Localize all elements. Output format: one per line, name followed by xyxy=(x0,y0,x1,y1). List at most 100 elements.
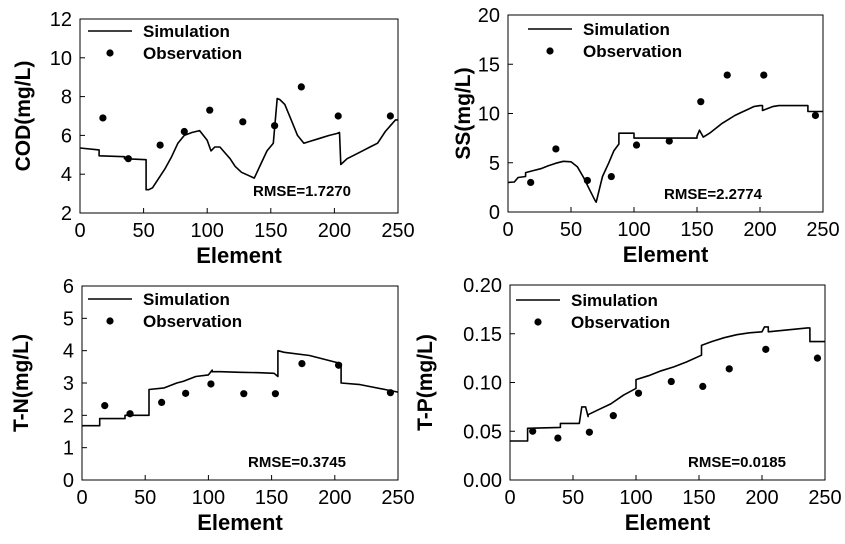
y-tick-label: 3 xyxy=(63,373,74,395)
x-tick-label: 100 xyxy=(619,487,652,509)
x-tick-label: 100 xyxy=(617,219,650,241)
y-tick-label: 15 xyxy=(478,54,500,76)
y-tick-label: 2 xyxy=(61,203,72,225)
y-tick-label: 5 xyxy=(489,153,500,175)
x-tick-label: 100 xyxy=(192,487,225,509)
y-tick-label: 4 xyxy=(63,341,74,363)
x-tick-label: 0 xyxy=(74,220,85,242)
x-tick-label: 250 xyxy=(806,219,839,241)
y-tick-label: 8 xyxy=(61,87,72,109)
legend-dot-symbol xyxy=(106,317,114,325)
y-axis-label: T-N(mg/L) xyxy=(10,334,33,432)
observation-point xyxy=(725,365,733,373)
y-tick-label: 0 xyxy=(63,470,74,492)
observation-point xyxy=(667,377,675,386)
observation-point xyxy=(156,141,164,149)
observation-point xyxy=(298,360,306,368)
y-tick-label: 2 xyxy=(63,405,74,427)
x-axis-label: Element xyxy=(623,242,709,267)
observation-point xyxy=(607,172,615,181)
y-tick-label: 4 xyxy=(61,164,72,186)
observation-point xyxy=(552,145,560,153)
legend-dot-symbol xyxy=(106,49,114,57)
observation-point xyxy=(239,118,247,126)
x-tick-label: 50 xyxy=(132,220,154,242)
legend-label-observation: Observation xyxy=(143,312,242,331)
observation-point xyxy=(760,71,768,79)
observation-point xyxy=(271,122,279,130)
y-tick-label: 6 xyxy=(61,125,72,147)
observation-point xyxy=(297,83,305,91)
observation-point xyxy=(609,412,617,420)
rmse-annotation: RMSE=1.7270 xyxy=(253,183,351,200)
observation-point xyxy=(334,361,343,369)
observation-point xyxy=(811,111,820,120)
y-tick-label: 0.20 xyxy=(463,275,502,297)
x-tick-label: 100 xyxy=(191,220,224,242)
x-tick-label: 250 xyxy=(808,487,841,509)
rmse-annotation: RMSE=0.3745 xyxy=(248,454,346,471)
legend: Simulation Observation xyxy=(528,20,682,61)
x-axis-label: Element xyxy=(625,510,711,535)
observation-point xyxy=(665,137,673,145)
observation-point xyxy=(585,428,593,436)
legend: Simulation Observation xyxy=(88,22,242,63)
x-tick-label: 200 xyxy=(745,487,778,509)
observation-point xyxy=(813,354,822,362)
x-tick-label: 0 xyxy=(502,219,513,241)
observation-point xyxy=(529,427,537,435)
chart-panel-4: 0 50 100 150 200 250 0.00 0.05 0.10 0.15 0.20 Eleme… xyxy=(414,275,842,535)
observation-point xyxy=(124,155,132,163)
x-tick-label: 150 xyxy=(254,220,287,242)
legend-label-simulation: Simulation xyxy=(583,20,670,39)
y-axis-label: COD(mg/L) xyxy=(12,61,35,172)
chart-panel-2: 0 50 100 150 200 250 0 5 10 15 20 Element SS(mg/L) Si… xyxy=(452,5,840,267)
legend: Simulation Observation xyxy=(88,290,242,331)
observation-point xyxy=(632,141,641,149)
x-tick-label: 50 xyxy=(560,219,582,241)
y-axis-label: SS(mg/L) xyxy=(452,67,475,159)
y-tick-label: 0.10 xyxy=(463,373,502,395)
x-tick-label: 200 xyxy=(318,487,351,509)
x-tick-label: 0 xyxy=(76,487,87,509)
x-tick-label: 50 xyxy=(134,487,156,509)
x-tick-label: 50 xyxy=(562,487,584,509)
legend-dot-symbol xyxy=(546,47,554,55)
x-tick-label: 150 xyxy=(682,487,715,509)
observation-point xyxy=(271,390,279,398)
simulation-line xyxy=(79,97,398,191)
y-tick-label: 5 xyxy=(63,308,74,330)
observation-point xyxy=(99,114,107,122)
observation-point xyxy=(583,176,591,185)
observation-point xyxy=(386,112,394,120)
legend-label-simulation: Simulation xyxy=(571,291,658,310)
observation-point xyxy=(101,402,109,410)
x-tick-label: 250 xyxy=(381,487,414,509)
legend-label-observation: Observation xyxy=(571,313,670,332)
x-tick-label: 0 xyxy=(504,487,515,509)
observation-point xyxy=(334,112,342,120)
observation-point xyxy=(207,380,215,388)
y-tick-label: 20 xyxy=(478,5,500,27)
observation-point xyxy=(723,71,731,79)
y-tick-label: 12 xyxy=(50,9,72,31)
observation-point xyxy=(240,390,248,398)
plot-frame xyxy=(79,18,399,214)
observation-point xyxy=(554,434,562,442)
x-axis-label: Element xyxy=(196,243,282,268)
simulation-line xyxy=(507,104,823,203)
y-axis-label: T-P(mg/L) xyxy=(414,334,437,431)
observation-point xyxy=(527,178,535,187)
observation-point xyxy=(697,98,705,106)
x-tick-label: 250 xyxy=(381,220,414,242)
observation-point xyxy=(762,345,770,353)
y-tick-label: 1 xyxy=(63,438,74,460)
chart-panel-3: 0 50 100 150 200 250 0 1 2 3 4 5 6 Element T-N(mg/L) Si… xyxy=(10,276,415,535)
observation-point xyxy=(180,127,188,136)
y-tick-label: 10 xyxy=(50,48,72,70)
legend-label-simulation: Simulation xyxy=(143,290,230,309)
simulation-line xyxy=(510,326,825,442)
legend-label-observation: Observation xyxy=(143,44,242,63)
